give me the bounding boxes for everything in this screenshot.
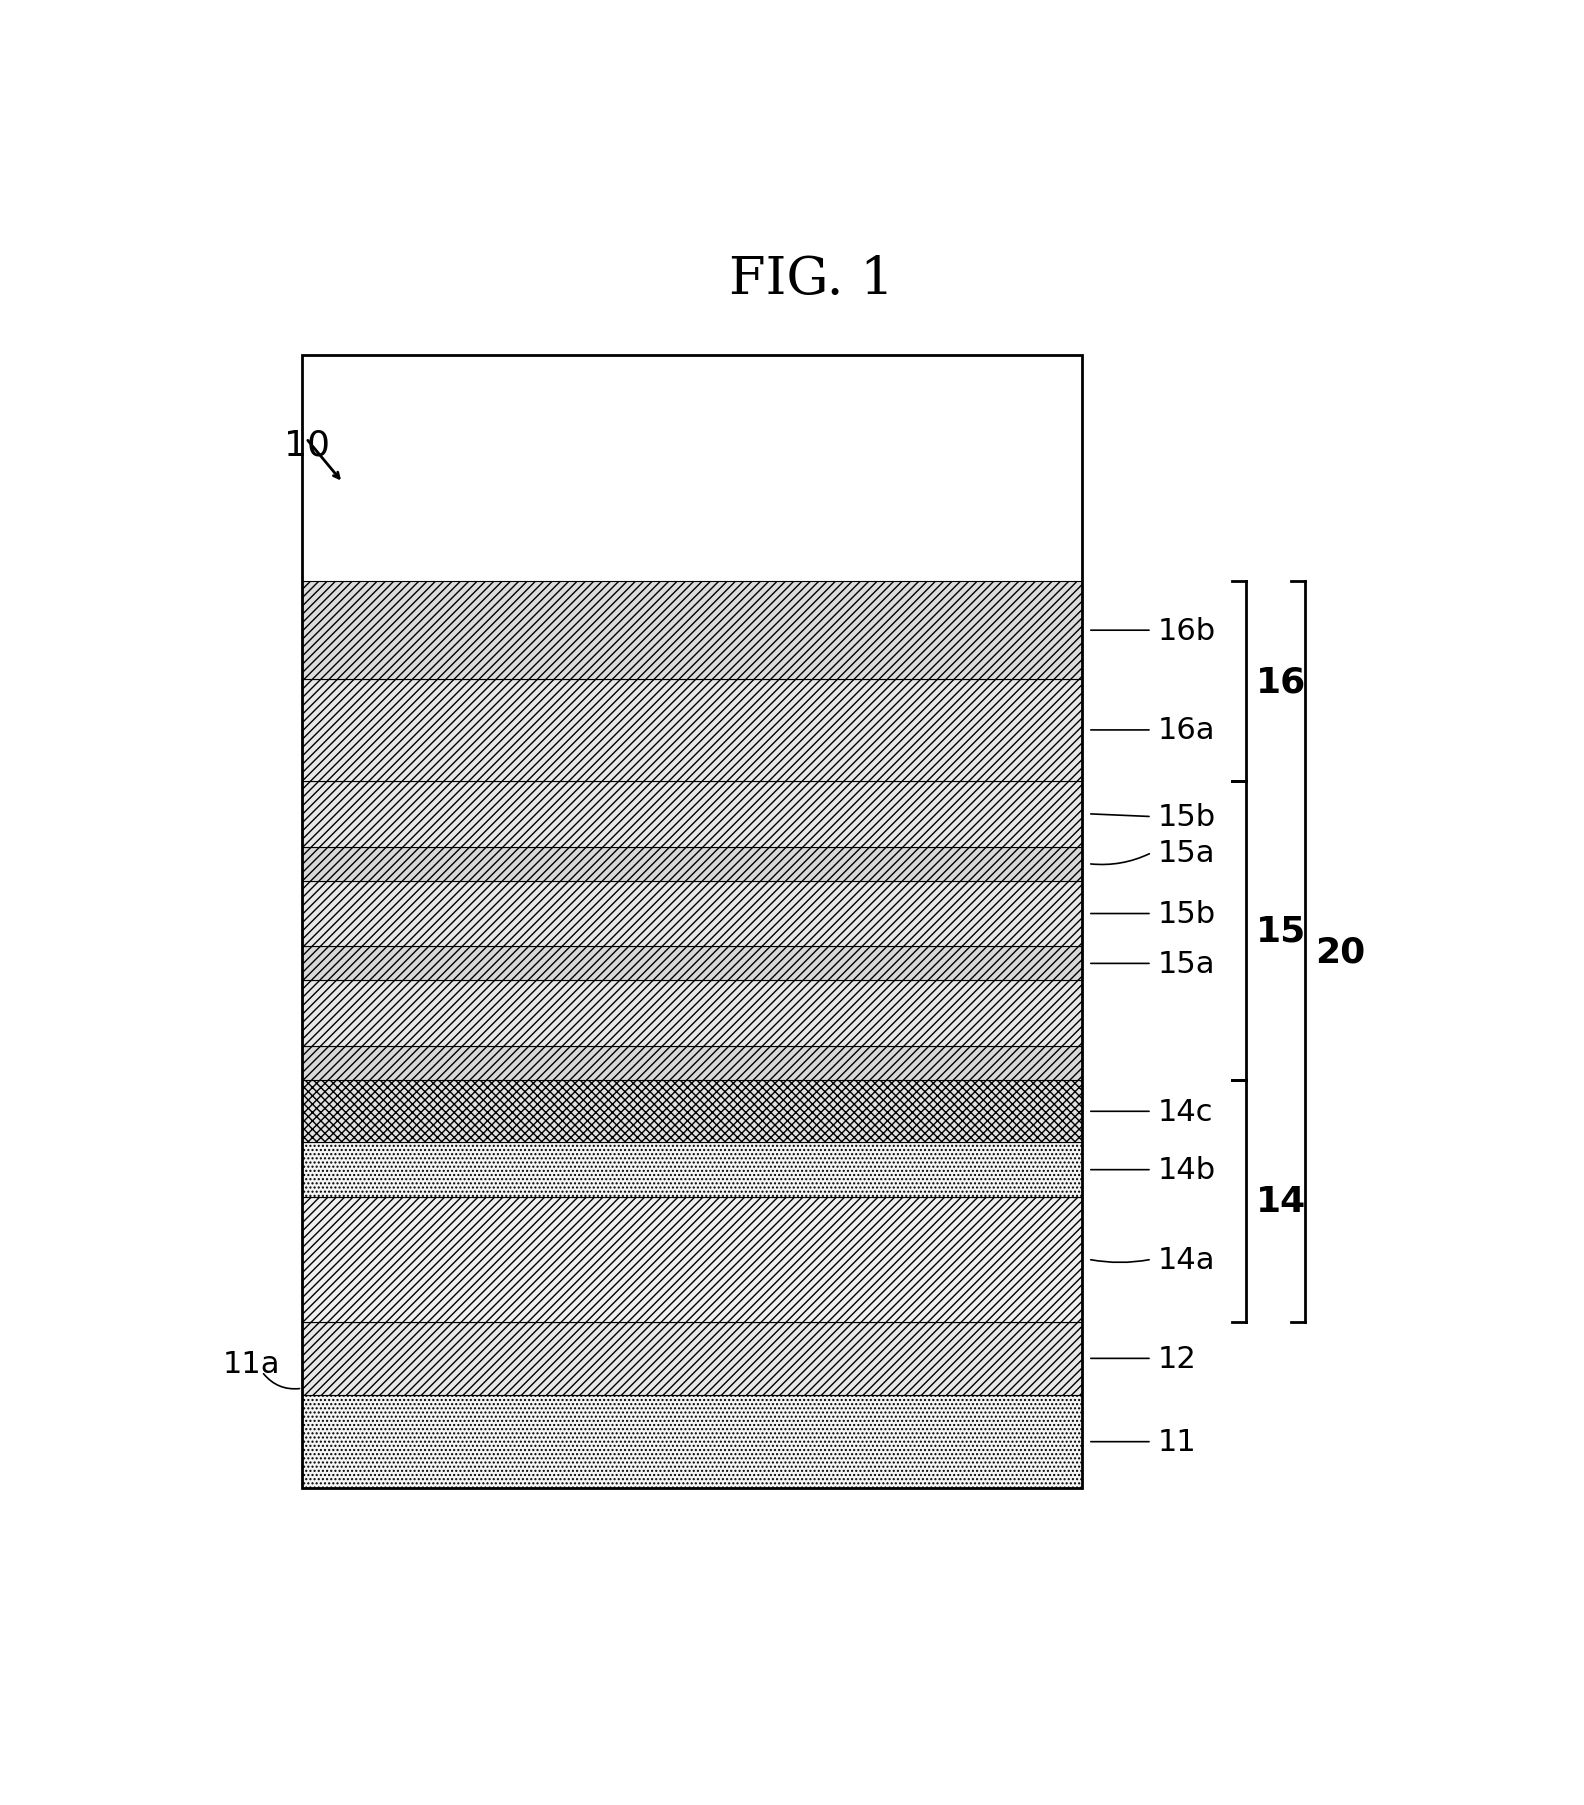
- Text: 10: 10: [284, 428, 329, 462]
- Bar: [303, 1081, 1082, 1143]
- Text: 16: 16: [1256, 664, 1307, 699]
- Text: FIG. 1: FIG. 1: [729, 255, 895, 305]
- Bar: [303, 679, 1082, 782]
- Text: 15: 15: [1256, 913, 1307, 948]
- Bar: [303, 847, 1082, 881]
- Bar: [303, 782, 1082, 847]
- Text: 14: 14: [1256, 1184, 1307, 1218]
- Text: 15b: 15b: [1158, 899, 1217, 928]
- Text: 14a: 14a: [1158, 1245, 1215, 1274]
- Text: 14b: 14b: [1158, 1155, 1217, 1184]
- Bar: [303, 980, 1082, 1047]
- Bar: [303, 1143, 1082, 1197]
- Text: 12: 12: [1158, 1345, 1198, 1374]
- Text: 15a: 15a: [1158, 839, 1215, 868]
- Bar: [303, 1197, 1082, 1321]
- Bar: [303, 948, 1082, 980]
- Bar: [303, 1047, 1082, 1081]
- Text: 20: 20: [1315, 935, 1365, 969]
- Bar: [303, 1321, 1082, 1395]
- Bar: [303, 356, 1082, 1489]
- Bar: [303, 583, 1082, 679]
- Bar: [303, 881, 1082, 948]
- Text: 11a: 11a: [222, 1348, 280, 1377]
- Bar: [303, 1395, 1082, 1489]
- Text: 15b: 15b: [1158, 803, 1217, 832]
- Text: 14c: 14c: [1158, 1097, 1213, 1126]
- Text: 16b: 16b: [1158, 616, 1217, 646]
- Text: 11: 11: [1158, 1428, 1198, 1457]
- Text: 16a: 16a: [1158, 717, 1215, 745]
- Text: 15a: 15a: [1158, 949, 1215, 978]
